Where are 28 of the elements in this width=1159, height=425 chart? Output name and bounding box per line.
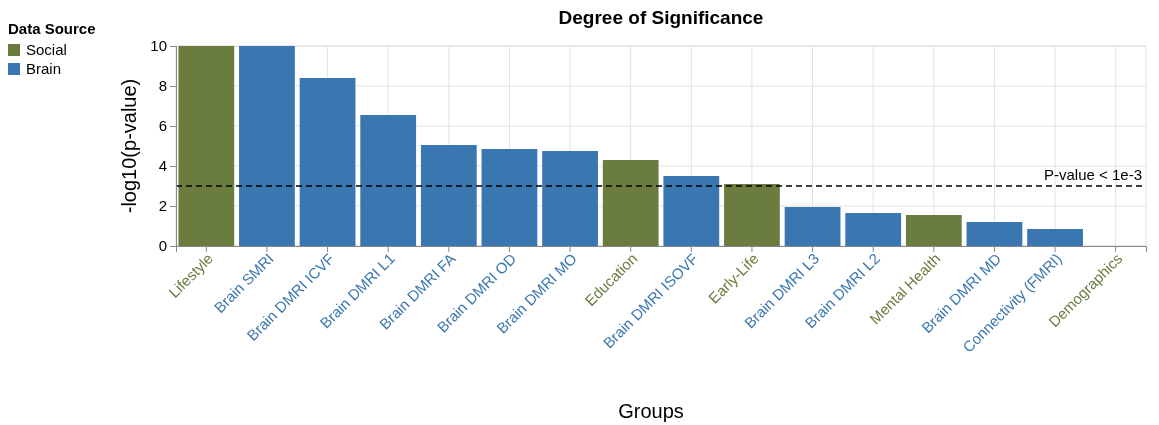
y-tick-label: 2 [158,197,167,215]
bar [784,207,841,246]
bar [724,184,780,246]
y-tick-label: 10 [150,37,167,55]
bar [239,46,295,246]
bar [299,78,356,246]
ref-line-label: P-value < 1e-3 [1044,166,1142,183]
bar [481,149,538,246]
bar [966,222,1023,246]
y-tick-label: 6 [158,117,167,135]
y-tick-label: 8 [158,77,167,95]
y-axis-title: -log10(p-value) [118,78,140,214]
bar [178,46,235,246]
chart-title: Degree of Significance [558,7,764,28]
y-tick-label: 0 [158,237,167,255]
bar [905,215,962,246]
y-tick-label: 4 [158,157,167,175]
bar [420,145,477,246]
bar [542,151,598,246]
bar [1027,229,1083,246]
legend-label: Brain [26,60,62,77]
bar [845,213,902,246]
bar [602,160,659,246]
bar [360,115,417,246]
legend-label: Social [26,41,67,58]
x-axis-title: Groups [618,400,684,422]
bar [663,176,720,246]
legend-title: Data Source [8,20,96,37]
